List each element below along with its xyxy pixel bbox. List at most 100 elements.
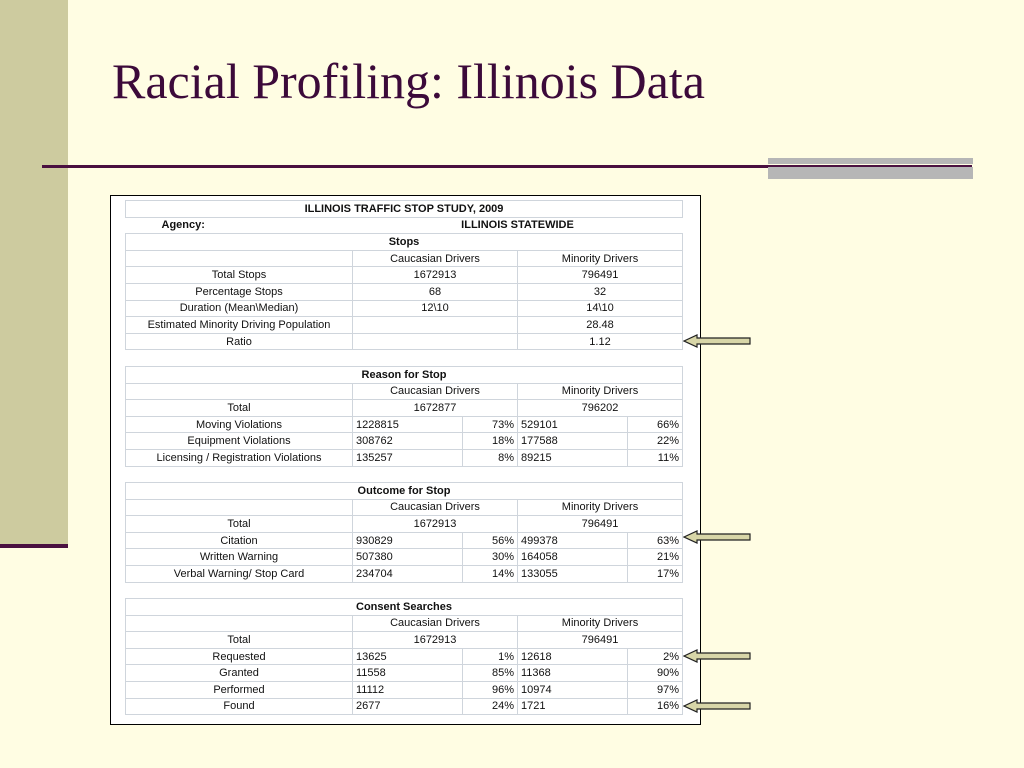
table-row: Moving Violations 1228815 73% 529101 66% — [125, 415, 683, 434]
consent-table: Consent Searches Caucasian Drivers Minor… — [125, 598, 683, 716]
table-cell: 30% — [462, 548, 518, 566]
table-row: Total 1672913 796491 — [125, 515, 683, 533]
table-cell: 507380 — [352, 548, 463, 566]
title-divider — [42, 165, 972, 168]
table-cell: 529101 — [517, 415, 628, 434]
table-cell: 133055 — [517, 564, 628, 583]
table-row: Caucasian Drivers Minority Drivers — [125, 614, 683, 633]
table-cell: 10974 — [517, 680, 628, 699]
column-header: Minority Drivers — [517, 614, 683, 633]
table-heading: ILLINOIS TRAFFIC STOP STUDY, 2009 — [125, 200, 683, 218]
table-cell: 8% — [462, 448, 518, 467]
table-cell: 28.48 — [517, 316, 683, 334]
table-row: Licensing / Registration Violations 1352… — [125, 448, 683, 467]
table-row: Granted 11558 85% 11368 90% — [125, 664, 683, 682]
table-cell — [125, 382, 353, 401]
table-row: Total Stops 1672913 796491 — [125, 266, 683, 284]
table-cell: 308762 — [352, 432, 463, 450]
table-row: Requested 13625 1% 12618 2% — [125, 647, 683, 666]
row-label: Total Stops — [125, 266, 353, 284]
section-title: Stops — [125, 233, 683, 251]
column-header: Minority Drivers — [517, 249, 683, 268]
table-cell: 18% — [462, 432, 518, 450]
table-cell: 56% — [462, 531, 518, 550]
table-cell: 164058 — [517, 548, 628, 566]
row-label: Citation — [125, 531, 353, 550]
left-arrow-icon — [683, 649, 751, 663]
row-label: Requested — [125, 647, 353, 666]
row-label: Equipment Violations — [125, 432, 353, 450]
table-cell: 499378 — [517, 531, 628, 550]
table-row: Written Warning 507380 30% 164058 21% — [125, 548, 683, 566]
row-label: Estimated Minority Driving Population — [125, 316, 353, 334]
row-label: Total — [125, 631, 353, 649]
table-cell: 11368 — [517, 664, 628, 682]
table-cell — [125, 614, 353, 633]
row-label: Ratio — [125, 332, 353, 351]
row-label: Found — [125, 697, 353, 716]
table-cell: 12618 — [517, 647, 628, 666]
table-row: Citation 930829 56% 499378 63% — [125, 531, 683, 550]
table-row: Stops — [125, 233, 683, 251]
table-cell: 90% — [627, 664, 683, 682]
table-row: Caucasian Drivers Minority Drivers — [125, 382, 683, 401]
table-cell: 13625 — [352, 647, 463, 666]
table-cell: 796491 — [517, 515, 683, 533]
left-arrow-icon — [683, 699, 751, 713]
table-cell: 1672913 — [352, 631, 518, 649]
reason-table: Reason for Stop Caucasian Drivers Minori… — [125, 366, 683, 467]
table-cell: 11112 — [352, 680, 463, 699]
row-label: Total — [125, 399, 353, 417]
agency-label: Agency: — [161, 219, 205, 232]
table-cell: 24% — [462, 697, 518, 716]
table-row: Consent Searches — [125, 598, 683, 616]
table-cell: 11558 — [352, 664, 463, 682]
table-cell: 14% — [462, 564, 518, 583]
table-row: Total 1672877 796202 — [125, 399, 683, 417]
column-header: Caucasian Drivers — [352, 498, 518, 517]
column-header: Minority Drivers — [517, 382, 683, 401]
table-cell: 68 — [352, 282, 518, 301]
table-row: Caucasian Drivers Minority Drivers — [125, 249, 683, 268]
table-cell: 1721 — [517, 697, 628, 716]
table-row: Ratio 1.12 — [125, 332, 683, 351]
left-arrow-icon — [683, 530, 751, 544]
table-row: Outcome for Stop — [125, 482, 683, 500]
column-header: Caucasian Drivers — [352, 382, 518, 401]
table-cell: 16% — [627, 697, 683, 716]
table-row: Estimated Minority Driving Population 28… — [125, 316, 683, 334]
table-cell — [352, 332, 518, 351]
table-cell: 177588 — [517, 432, 628, 450]
section-title: Outcome for Stop — [125, 482, 683, 500]
table-cell: 11% — [627, 448, 683, 467]
table-cell: 21% — [627, 548, 683, 566]
left-accent-bar — [0, 0, 68, 545]
table-cell: 1% — [462, 647, 518, 666]
table-cell: 1672877 — [352, 399, 518, 417]
table-cell: 2% — [627, 647, 683, 666]
table-row: Percentage Stops 68 32 — [125, 282, 683, 301]
agency-value: ILLINOIS STATEWIDE — [461, 219, 574, 232]
column-header: Caucasian Drivers — [352, 249, 518, 268]
table-row: Duration (Mean\Median) 12\10 14\10 — [125, 299, 683, 318]
table-cell: 97% — [627, 680, 683, 699]
table-cell: 85% — [462, 664, 518, 682]
slide-title: Racial Profiling: Illinois Data — [112, 53, 705, 109]
stops-table: ILLINOIS TRAFFIC STOP STUDY, 2009 Agency… — [125, 200, 683, 351]
table-row: Found 2677 24% 1721 16% — [125, 697, 683, 716]
table-cell: 796491 — [517, 266, 683, 284]
outcome-table: Outcome for Stop Caucasian Drivers Minor… — [125, 482, 683, 583]
table-cell: 14\10 — [517, 299, 683, 318]
table-cell: 22% — [627, 432, 683, 450]
row-label: Granted — [125, 664, 353, 682]
table-cell: 1.12 — [517, 332, 683, 351]
row-label: Licensing / Registration Violations — [125, 448, 353, 467]
row-label: Performed — [125, 680, 353, 699]
table-cell: 135257 — [352, 448, 463, 467]
table-cell: 17% — [627, 564, 683, 583]
table-row: Reason for Stop — [125, 366, 683, 384]
left-arrow-icon — [683, 334, 751, 348]
table-cell: 89215 — [517, 448, 628, 467]
table-row: Performed 11112 96% 10974 97% — [125, 680, 683, 699]
row-label: Percentage Stops — [125, 282, 353, 301]
